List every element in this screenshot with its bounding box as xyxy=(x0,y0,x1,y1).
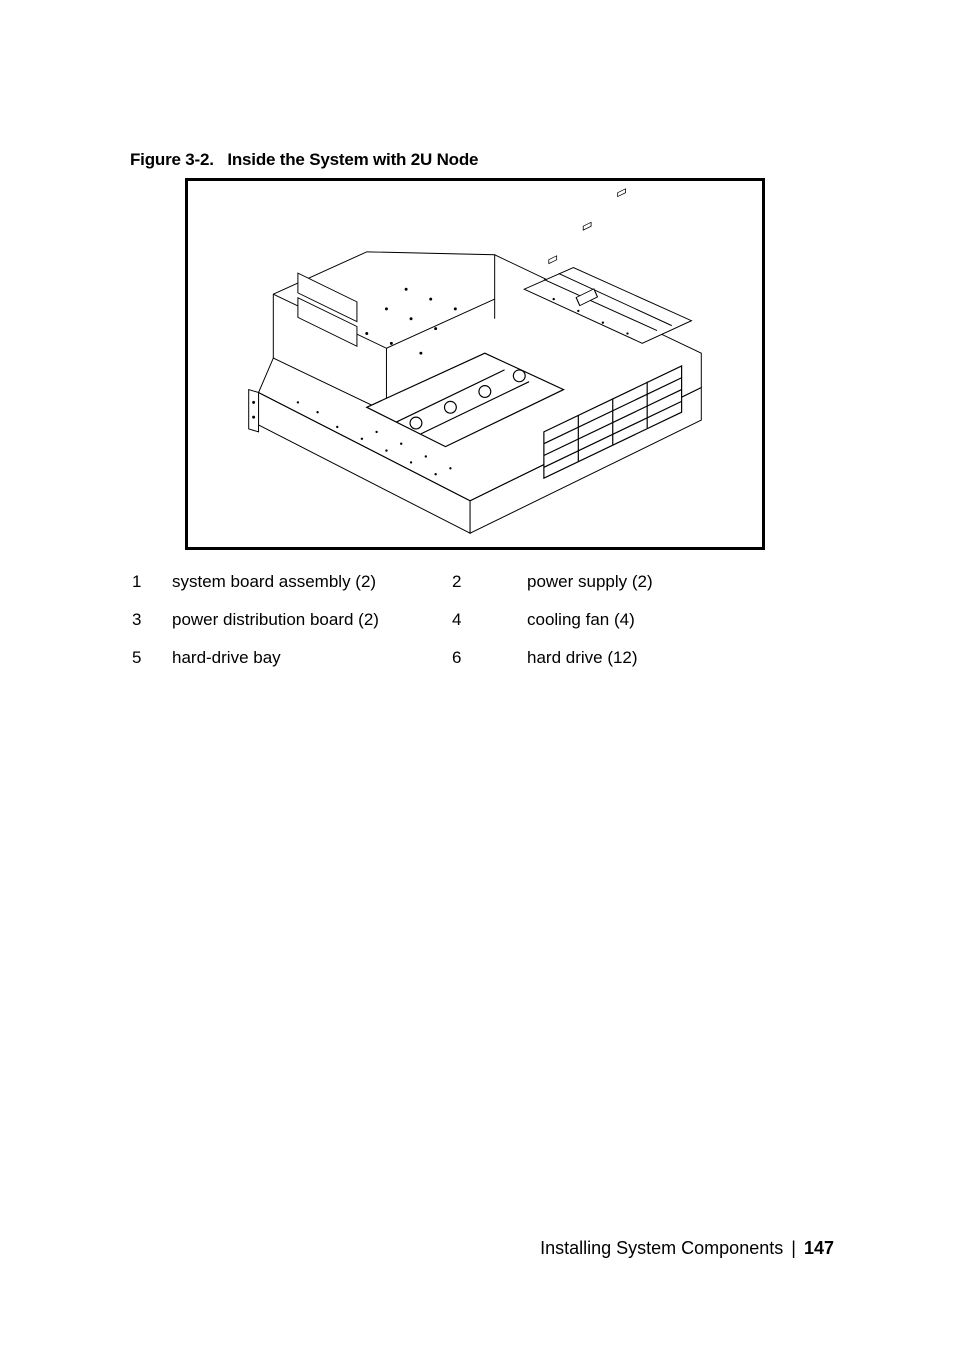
legend-number: 6 xyxy=(452,648,527,668)
legend-description: power supply (2) xyxy=(527,572,834,592)
figure-diagram-box xyxy=(185,178,765,550)
legend-number: 3 xyxy=(130,610,172,630)
footer-section-title: Installing System Components xyxy=(540,1238,783,1258)
legend-row: 5 hard-drive bay 6 hard drive (12) xyxy=(130,648,834,668)
legend-description: power distribution board (2) xyxy=(172,610,452,630)
legend-description: hard-drive bay xyxy=(172,648,452,668)
legend-number: 1 xyxy=(130,572,172,592)
footer-divider: | xyxy=(791,1238,796,1258)
legend-description: system board assembly (2) xyxy=(172,572,452,592)
legend-number: 5 xyxy=(130,648,172,668)
figure-legend-table: 1 system board assembly (2) 2 power supp… xyxy=(130,572,834,668)
legend-number: 2 xyxy=(452,572,527,592)
page-content: Figure 3-2. Inside the System with 2U No… xyxy=(0,0,954,668)
legend-number: 4 xyxy=(452,610,527,630)
figure-title: Inside the System with 2U Node xyxy=(227,150,478,169)
server-isometric-diagram xyxy=(188,181,762,547)
legend-row: 3 power distribution board (2) 4 cooling… xyxy=(130,610,834,630)
figure-caption: Figure 3-2. Inside the System with 2U No… xyxy=(130,150,834,170)
legend-description: cooling fan (4) xyxy=(527,610,834,630)
footer-page-number: 147 xyxy=(804,1238,834,1258)
figure-number: Figure 3-2. xyxy=(130,150,214,169)
legend-description: hard drive (12) xyxy=(527,648,834,668)
legend-row: 1 system board assembly (2) 2 power supp… xyxy=(130,572,834,592)
page-footer: Installing System Components | 147 xyxy=(540,1238,834,1259)
